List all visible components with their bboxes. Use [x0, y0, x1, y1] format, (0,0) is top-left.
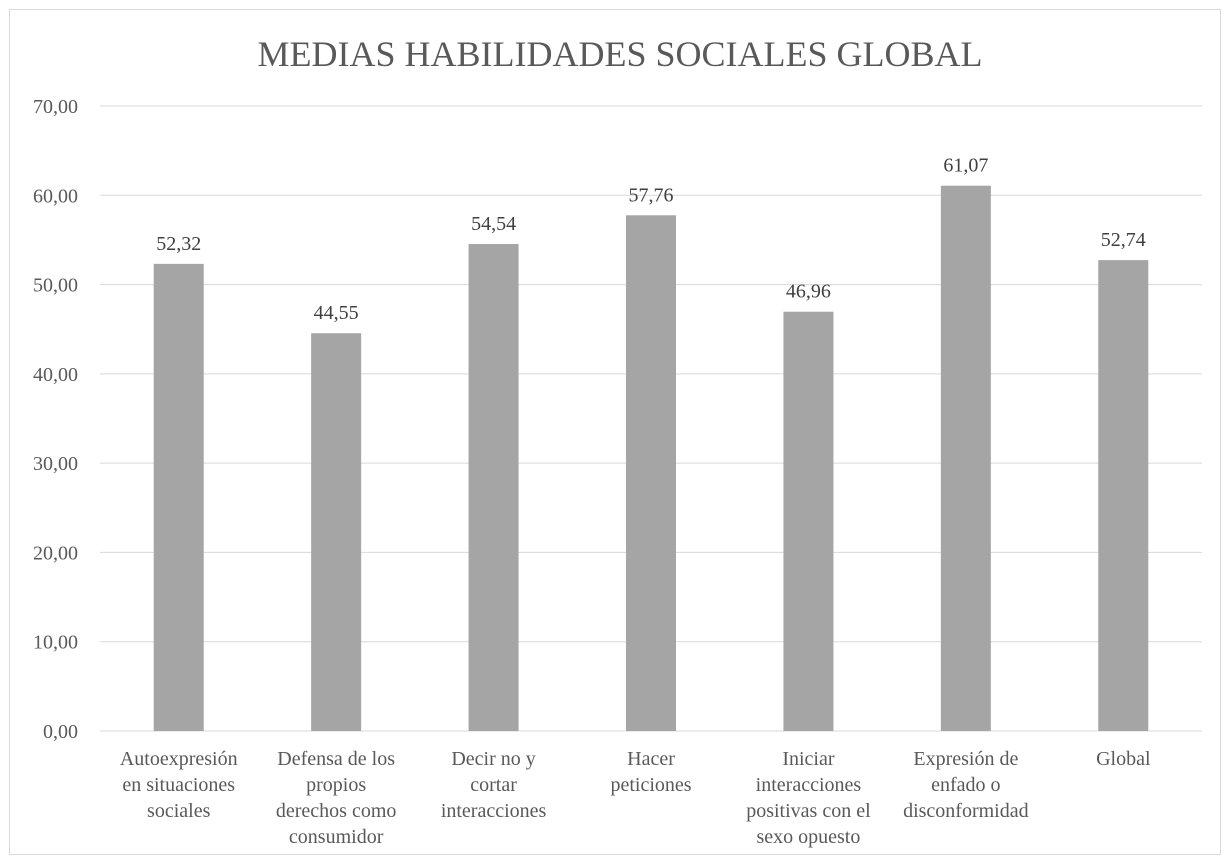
bar — [153, 263, 204, 731]
x-tick-label-line: Global — [1096, 748, 1151, 770]
bar — [940, 185, 991, 731]
x-tick-label-line: enfado o — [931, 774, 1000, 796]
bar — [1098, 260, 1149, 731]
bar-value-label: 52,32 — [156, 233, 201, 255]
y-tick-label: 10,00 — [33, 632, 78, 654]
x-tick-label: Iniciar interacciones positivas con el sexo… — [746, 748, 871, 848]
x-tick-label: Decir no y cortar interacciones — [441, 748, 547, 822]
x-tick-label-line: sociales — [147, 800, 211, 822]
x-tick-label-line: peticiones — [610, 774, 691, 796]
y-tick-label: 30,00 — [33, 453, 78, 475]
x-tick-label-line: interacciones — [756, 774, 862, 796]
x-tick-label-line: consumidor — [289, 826, 384, 848]
bar — [468, 244, 519, 732]
bar — [626, 215, 676, 732]
y-tick-label: 40,00 — [33, 364, 78, 386]
x-tick-label-line: cortar — [470, 774, 517, 796]
y-tick-label: 20,00 — [33, 542, 78, 564]
chart-title: MEDIAS HABILIDADES SOCIALES GLOBAL — [258, 34, 983, 74]
x-tick-label-line: sexo opuesto — [756, 826, 860, 848]
bar-value-label: 44,55 — [314, 302, 359, 324]
bar-value-label: 52,74 — [1101, 229, 1146, 251]
x-tick-label-line: interacciones — [441, 800, 547, 822]
bar — [783, 311, 834, 731]
data-labels: 52,32 44,55 54,54 57,76 46,96 61,07 52,74 — [156, 155, 1146, 325]
chart-frame — [9, 9, 1221, 855]
x-tick-label-line: en situaciones — [122, 774, 235, 796]
x-tick-label-line: derechos como — [276, 800, 397, 822]
x-tick-label: Expresión de enfado o disconformidad — [903, 748, 1029, 822]
x-tick-label-line: Iniciar — [782, 748, 835, 770]
x-tick-label-line: positivas con el — [746, 800, 871, 822]
y-tick-label: 0,00 — [43, 721, 78, 743]
x-tick-label-line: Autoexpresión — [120, 748, 238, 770]
bar-value-label: 57,76 — [629, 184, 674, 206]
x-tick-label-line: Expresión de — [913, 748, 1018, 770]
y-axis: 0,00 10,00 20,00 30,00 40,00 50,00 60,00 70,00 — [33, 96, 78, 743]
bar-value-label: 54,54 — [471, 213, 516, 235]
x-tick-label-line: disconformidad — [903, 800, 1029, 822]
x-tick-label-line: Decir no y — [451, 748, 535, 770]
y-tick-label: 50,00 — [33, 275, 78, 297]
y-tick-label: 70,00 — [33, 96, 78, 118]
x-tick-label: Hacer peticiones — [610, 748, 691, 796]
y-tick-label: 60,00 — [33, 185, 78, 207]
x-axis: Autoexpresión en situaciones sociales Defen… — [120, 748, 1151, 848]
x-tick-label: Global — [1096, 748, 1151, 770]
x-tick-label: Autoexpresión en situaciones sociales — [120, 748, 238, 822]
x-tick-label: Defensa de los propios derechos como consum… — [276, 748, 397, 848]
bars — [153, 185, 1149, 732]
x-tick-label-line: Hacer — [627, 748, 675, 770]
bar-value-label: 61,07 — [943, 155, 988, 177]
x-tick-label-line: Defensa de los — [277, 748, 395, 770]
bar — [311, 333, 362, 731]
bar-value-label: 46,96 — [786, 281, 831, 303]
x-tick-label-line: propios — [306, 774, 366, 796]
